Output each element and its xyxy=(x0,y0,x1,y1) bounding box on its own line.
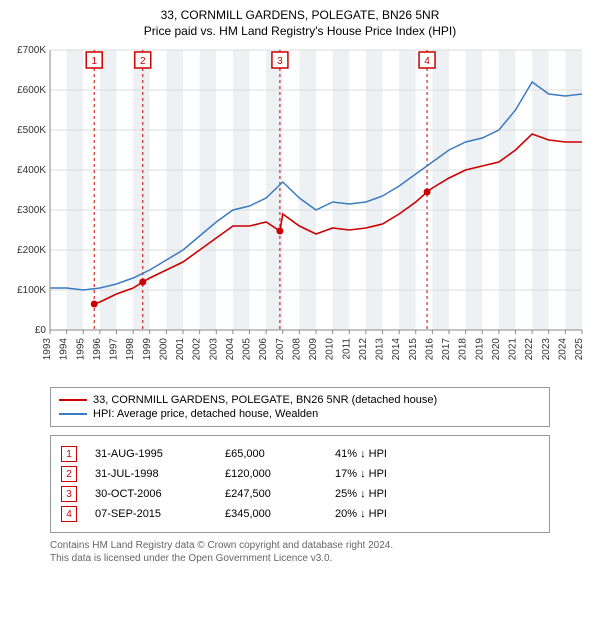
footer-line-1: Contains HM Land Registry data © Crown c… xyxy=(50,539,550,552)
svg-text:2005: 2005 xyxy=(242,338,253,361)
svg-text:1996: 1996 xyxy=(92,338,103,361)
event-price: £65,000 xyxy=(225,448,335,460)
svg-text:2002: 2002 xyxy=(192,338,203,361)
event-price: £247,500 xyxy=(225,488,335,500)
svg-text:1995: 1995 xyxy=(75,338,86,361)
svg-text:£700K: £700K xyxy=(17,45,46,56)
chart-area: £0 £100K £200K £300K £400K £500K £600K £700K 1 2 3… xyxy=(8,44,592,379)
svg-text:2013: 2013 xyxy=(375,338,386,361)
event-date: 31-JUL-1998 xyxy=(95,468,225,480)
legend-swatch xyxy=(59,399,87,401)
svg-text:2: 2 xyxy=(140,56,146,67)
event-delta: 25% ↓ HPI xyxy=(335,488,445,500)
svg-text:3: 3 xyxy=(277,56,283,67)
svg-text:2006: 2006 xyxy=(258,338,269,361)
svg-text:2003: 2003 xyxy=(208,338,219,361)
line-chart-svg: £0 £100K £200K £300K £400K £500K £600K £700K 1 2 3… xyxy=(8,44,592,374)
svg-text:2020: 2020 xyxy=(491,338,502,361)
legend-item: 33, CORNMILL GARDENS, POLEGATE, BN26 5NR… xyxy=(59,394,541,406)
svg-text:2021: 2021 xyxy=(508,338,519,361)
legend-label: HPI: Average price, detached house, Weal… xyxy=(93,408,318,420)
event-delta: 41% ↓ HPI xyxy=(335,448,445,460)
svg-text:2008: 2008 xyxy=(291,338,302,361)
svg-text:1: 1 xyxy=(91,56,97,67)
event-row: 4 07-SEP-2015£345,00020% ↓ HPI xyxy=(61,506,539,522)
event-price: £120,000 xyxy=(225,468,335,480)
event-row: 2 31-JUL-1998£120,00017% ↓ HPI xyxy=(61,466,539,482)
svg-text:4: 4 xyxy=(424,56,430,67)
svg-text:2014: 2014 xyxy=(391,338,402,361)
events-table: 1 31-AUG-1995£65,00041% ↓ HPI 2 31-JUL-1998… xyxy=(50,435,550,533)
event-date: 07-SEP-2015 xyxy=(95,508,225,520)
legend-item: HPI: Average price, detached house, Weal… xyxy=(59,408,541,420)
chart-subtitle: Price paid vs. HM Land Registry's House … xyxy=(8,24,592,38)
event-delta: 20% ↓ HPI xyxy=(335,508,445,520)
svg-text:2012: 2012 xyxy=(358,338,369,361)
legend-box: 33, CORNMILL GARDENS, POLEGATE, BN26 5NR… xyxy=(50,387,550,427)
svg-text:1998: 1998 xyxy=(125,338,136,361)
svg-text:2010: 2010 xyxy=(325,338,336,361)
footer-attribution: Contains HM Land Registry data © Crown c… xyxy=(50,539,550,565)
event-marker: 2 xyxy=(61,466,77,482)
event-marker: 3 xyxy=(61,486,77,502)
svg-text:2025: 2025 xyxy=(574,338,585,361)
svg-text:2015: 2015 xyxy=(408,338,419,361)
footer-line-2: This data is licensed under the Open Gov… xyxy=(50,552,550,565)
event-date: 31-AUG-1995 xyxy=(95,448,225,460)
svg-text:2019: 2019 xyxy=(474,338,485,361)
svg-text:1997: 1997 xyxy=(109,338,120,361)
svg-text:2017: 2017 xyxy=(441,338,452,361)
svg-text:£200K: £200K xyxy=(17,245,46,256)
svg-text:£500K: £500K xyxy=(17,125,46,136)
event-row: 1 31-AUG-1995£65,00041% ↓ HPI xyxy=(61,446,539,462)
event-price: £345,000 xyxy=(225,508,335,520)
svg-text:£0: £0 xyxy=(35,325,47,336)
svg-text:2016: 2016 xyxy=(424,338,435,361)
svg-text:2011: 2011 xyxy=(341,338,352,360)
event-row: 3 30-OCT-2006£247,50025% ↓ HPI xyxy=(61,486,539,502)
svg-text:1994: 1994 xyxy=(59,338,70,361)
svg-text:£600K: £600K xyxy=(17,85,46,96)
chart-title: 33, CORNMILL GARDENS, POLEGATE, BN26 5NR xyxy=(8,8,592,22)
event-delta: 17% ↓ HPI xyxy=(335,468,445,480)
svg-text:1993: 1993 xyxy=(42,338,53,361)
svg-text:£400K: £400K xyxy=(17,165,46,176)
legend-label: 33, CORNMILL GARDENS, POLEGATE, BN26 5NR… xyxy=(93,394,437,406)
svg-text:£300K: £300K xyxy=(17,205,46,216)
svg-text:2000: 2000 xyxy=(158,338,169,361)
event-marker: 4 xyxy=(61,506,77,522)
svg-text:2023: 2023 xyxy=(541,338,552,361)
svg-text:1999: 1999 xyxy=(142,338,153,361)
svg-text:2024: 2024 xyxy=(557,338,568,361)
svg-text:2018: 2018 xyxy=(458,338,469,361)
legend-swatch xyxy=(59,413,87,415)
svg-text:2004: 2004 xyxy=(225,338,236,361)
svg-text:2009: 2009 xyxy=(308,338,319,361)
svg-text:£100K: £100K xyxy=(17,285,46,296)
event-marker: 1 xyxy=(61,446,77,462)
svg-text:2022: 2022 xyxy=(524,338,535,361)
svg-text:2001: 2001 xyxy=(175,338,186,361)
svg-text:2007: 2007 xyxy=(275,338,286,361)
event-date: 30-OCT-2006 xyxy=(95,488,225,500)
